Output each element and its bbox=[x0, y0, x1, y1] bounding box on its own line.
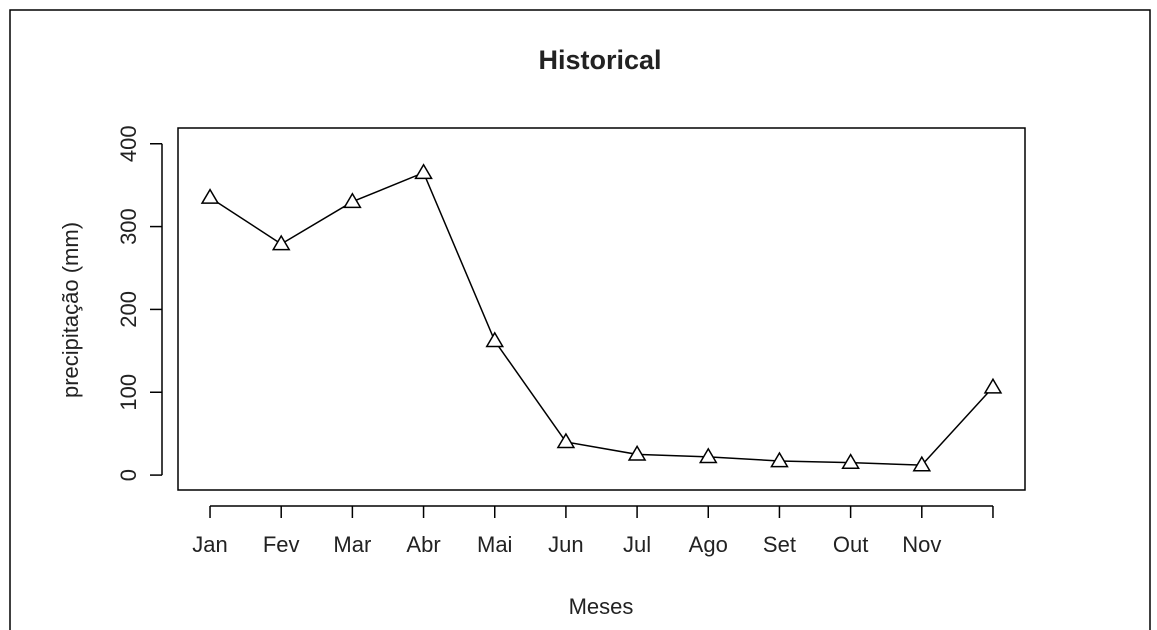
x-tick-label: Fev bbox=[263, 532, 300, 557]
x-tick-label: Ago bbox=[689, 532, 728, 557]
y-tick-label: 400 bbox=[116, 125, 141, 162]
x-tick-label: Abr bbox=[406, 532, 440, 557]
marker bbox=[698, 447, 718, 464]
marker bbox=[983, 377, 1003, 394]
x-tick-label: Nov bbox=[902, 532, 941, 557]
marker bbox=[627, 444, 647, 461]
x-tick-label: Jul bbox=[623, 532, 651, 557]
y-axis-label: precipitação (mm) bbox=[58, 222, 83, 398]
y-tick-label: 200 bbox=[116, 291, 141, 328]
marker bbox=[912, 455, 932, 472]
marker bbox=[485, 331, 505, 348]
x-tick-label: Jun bbox=[548, 532, 583, 557]
marker bbox=[343, 192, 362, 209]
x-axis-label: Meses bbox=[569, 594, 634, 619]
x-tick-label: Jan bbox=[192, 532, 227, 557]
y-tick-label: 0 bbox=[116, 469, 141, 481]
marker bbox=[200, 188, 220, 204]
x-tick-label: Mar bbox=[333, 532, 371, 557]
marker bbox=[414, 163, 433, 180]
marker bbox=[271, 234, 291, 251]
line bbox=[209, 171, 994, 466]
y-tick-label: 300 bbox=[116, 208, 141, 245]
y-tick-label: 100 bbox=[116, 374, 141, 411]
marker bbox=[841, 453, 860, 470]
marker bbox=[770, 451, 789, 468]
x-tick-label: Mai bbox=[477, 532, 512, 557]
x-tick-label: Out bbox=[833, 532, 868, 557]
plot-box bbox=[177, 127, 1026, 491]
chart-title: Historical bbox=[538, 45, 661, 75]
x-tick-label: Set bbox=[763, 532, 796, 557]
frame bbox=[9, 9, 1151, 630]
marker bbox=[556, 432, 576, 449]
